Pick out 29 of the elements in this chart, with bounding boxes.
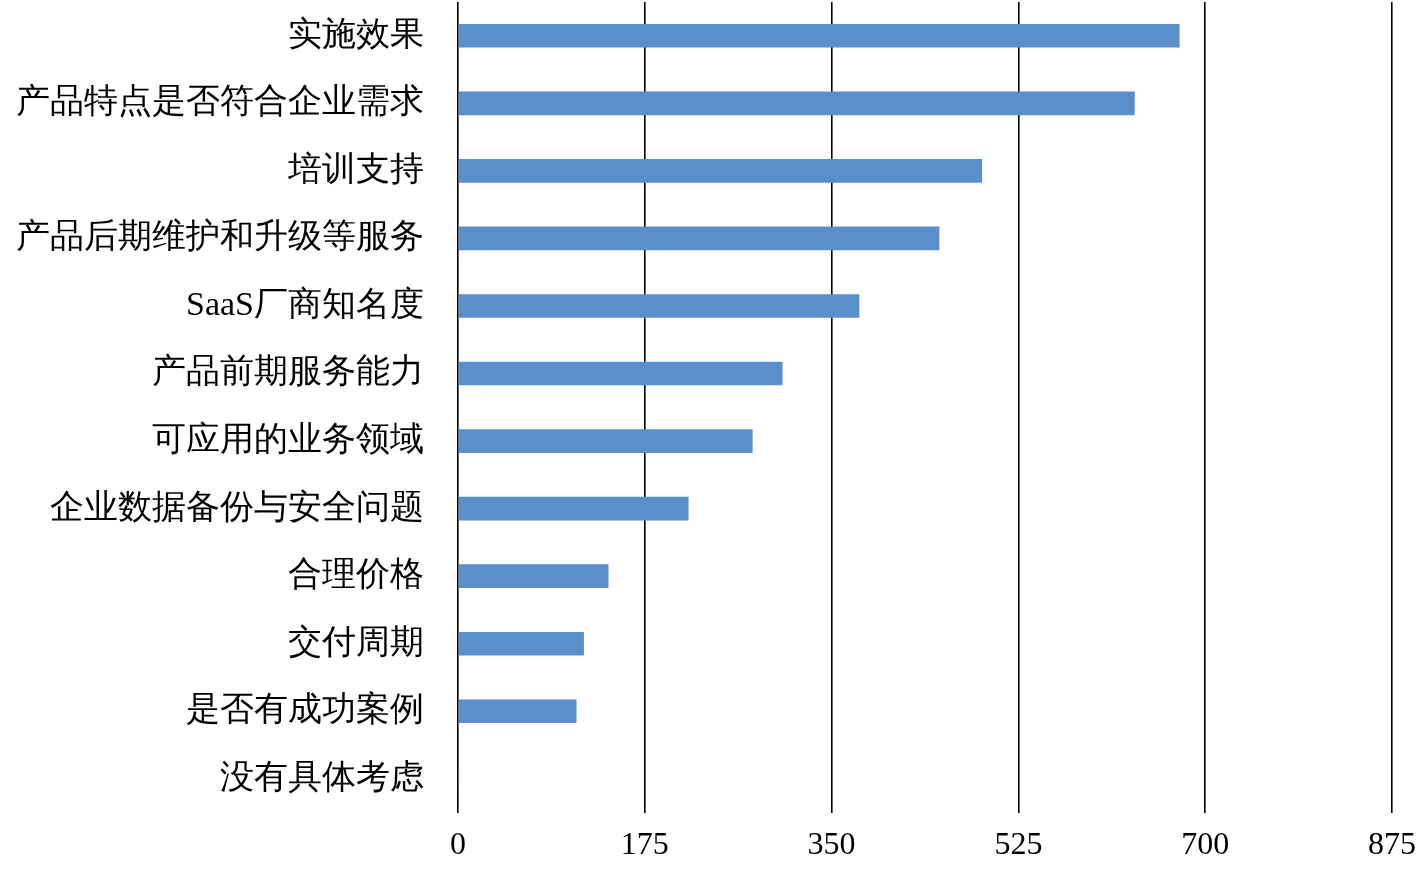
x-tick-label: 700 [1181,825,1230,862]
bar [458,564,609,588]
bar [458,226,940,251]
y-tick-label: 产品前期服务能力 [152,352,424,390]
y-tick-label: 合理价格 [288,555,424,593]
y-tick-label: SaaS厂商知名度 [186,284,424,322]
bar [458,159,983,183]
x-tick-label: 0 [450,825,466,862]
y-tick-label: 培训支持 [287,149,424,187]
x-tick-label: 350 [807,825,856,862]
bar [458,496,689,521]
bar [458,361,783,386]
x-tick-label: 175 [620,825,669,862]
x-tick-label: 525 [994,825,1043,862]
y-tick-label: 交付周期 [288,622,424,660]
y-tick-label: 是否有成功案例 [186,690,424,728]
y-tick-label: 可应用的业务领域 [152,420,424,457]
x-tick-label: 875 [1368,825,1416,862]
y-tick-label: 产品后期维护和升级等服务 [16,217,424,255]
y-tick-label: 实施效果 [288,14,424,52]
bar [458,91,1135,116]
bar [458,429,753,453]
bar [458,631,584,656]
y-tick-label: 没有具体考虑 [220,757,424,795]
y-tick-label: 产品特点是否符合企业需求 [16,82,424,120]
bar [458,23,1180,48]
bar [458,294,860,318]
bar [458,699,577,724]
y-tick-label: 企业数据备份与安全问题 [50,487,424,525]
